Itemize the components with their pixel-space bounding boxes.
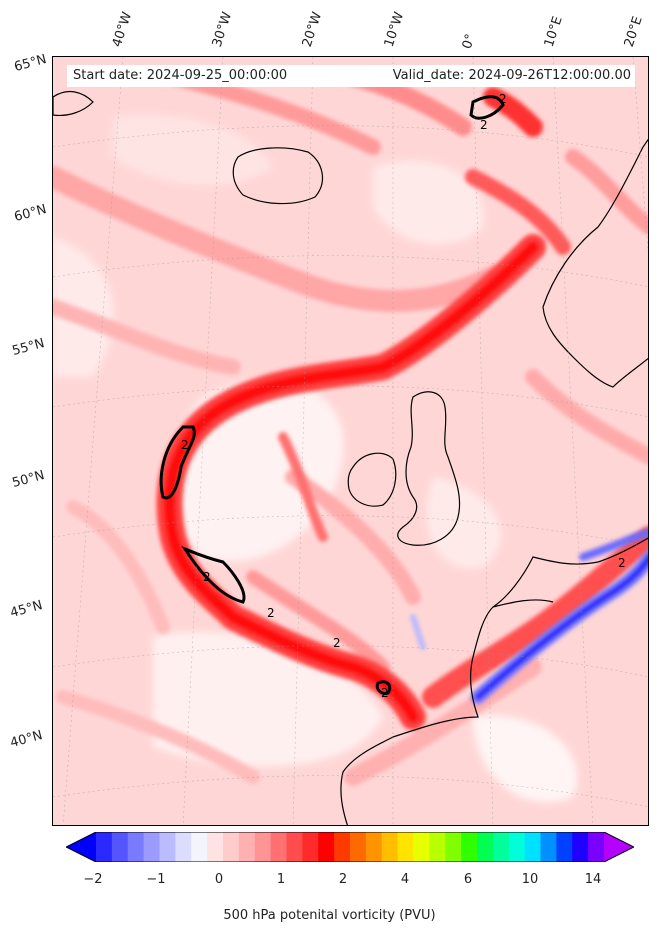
graticule — [53, 57, 648, 825]
lon-label-20w: 20°W — [299, 10, 326, 49]
pv-2pvu-contours — [159, 95, 505, 695]
colorbar-cell — [111, 832, 129, 862]
colorbar-tick: −1 — [146, 872, 166, 887]
contour-label: 2 — [618, 556, 626, 570]
colorbar-cell — [477, 832, 494, 862]
colorbar-cell — [318, 832, 335, 862]
colorbar-cell — [238, 832, 256, 862]
pv-map-canvas: 2 2 2 2 2 2 2 2 — [53, 57, 648, 825]
contour-label: 2 — [381, 686, 389, 700]
colorbar-tick: 14 — [584, 872, 602, 887]
colorbar-cell — [461, 832, 478, 862]
colorbar-cell — [350, 832, 367, 862]
colorbar-cell — [207, 832, 224, 862]
lon-label-10e: 10°E — [541, 14, 566, 50]
contour-label: 2 — [499, 92, 507, 106]
colorbar-tick: 1 — [276, 872, 286, 887]
contour-labels: 2 2 2 2 2 2 2 2 — [181, 92, 626, 700]
contour-label: 2 — [480, 118, 488, 132]
colorbar-cell — [270, 832, 287, 862]
start-date-label: Start date: 2024-09-25_00:00:00 — [73, 68, 288, 83]
valid-date-label: Valid_date: 2024-09-26T12:00:00.00 — [392, 68, 631, 83]
colorbar-cell — [96, 832, 113, 862]
lon-label-20e: 20°E — [621, 14, 646, 50]
lat-label-40n: 40°N — [8, 728, 45, 751]
colorbar-cell — [572, 832, 589, 862]
colorbar — [66, 832, 634, 862]
colorbar-cell — [429, 832, 446, 862]
lat-label-45n: 45°N — [8, 598, 45, 621]
colorbar-cell — [588, 832, 605, 862]
colorbar-cell — [397, 832, 414, 862]
colorbar-cell — [127, 832, 145, 862]
colorbar-cell — [524, 832, 541, 862]
pv-negative-streak — [410, 528, 648, 704]
lat-label-50n: 50°N — [10, 468, 47, 491]
colorbar-cell — [556, 832, 573, 862]
colorbar-cell — [365, 832, 383, 862]
colorbar-cell — [286, 832, 303, 862]
date-header: Start date: 2024-09-25_00:00:00 Valid_da… — [67, 65, 635, 87]
contour-label: 2 — [333, 636, 341, 650]
colorbar-cell — [540, 832, 557, 862]
colorbar-tick: 4 — [400, 872, 410, 887]
colorbar-cell — [143, 832, 160, 862]
contour-label: 2 — [267, 606, 275, 620]
colorbar-tick: 10 — [521, 872, 539, 887]
colorbar-tick: 2 — [338, 872, 348, 887]
colorbar-cell — [508, 832, 526, 862]
colorbar-tick: 6 — [463, 872, 473, 887]
lon-label-40w: 40°W — [109, 10, 136, 49]
colorbar-tick: −2 — [83, 872, 103, 887]
lat-label-60n: 60°N — [12, 202, 49, 225]
contour-label: 2 — [203, 570, 211, 584]
colorbar-cell — [492, 832, 510, 862]
colorbar-cell — [381, 832, 399, 862]
colorbar-cell — [191, 832, 208, 862]
lat-label-65n: 65°N — [12, 52, 49, 75]
lon-label-0: 0° — [459, 32, 479, 51]
colorbar-tick: 0 — [214, 872, 224, 887]
colorbar-label: 500 hPa potenital vorticity (PVU) — [223, 908, 436, 923]
colorbar-cell — [175, 832, 192, 862]
coastlines — [53, 90, 648, 825]
colorbar-cells — [66, 832, 634, 862]
colorbar-cell — [159, 832, 176, 862]
lon-label-10w: 10°W — [381, 10, 408, 49]
colorbar-cell — [334, 832, 351, 862]
colorbar-extend-low — [66, 832, 96, 862]
colorbar-cell — [223, 832, 240, 862]
colorbar-cell — [302, 832, 319, 862]
lon-label-30w: 30°W — [209, 10, 236, 49]
contour-label: 2 — [181, 438, 189, 452]
lat-label-55n: 55°N — [10, 336, 47, 359]
colorbar-extend-high — [604, 832, 634, 862]
colorbar-cell — [413, 832, 430, 862]
colorbar-cell — [445, 832, 462, 862]
pv-map: 2 2 2 2 2 2 2 2 Start date: 2024-09-25_0… — [52, 56, 649, 826]
colorbar-cell — [254, 832, 272, 862]
